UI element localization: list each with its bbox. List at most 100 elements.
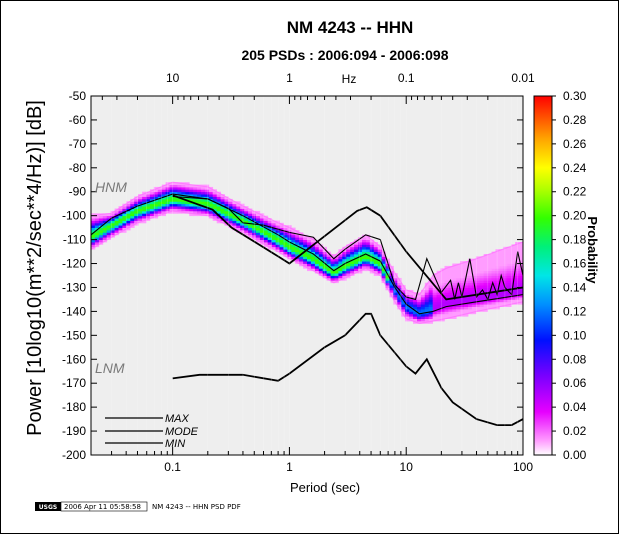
density-cell [471, 277, 477, 281]
density-cell [295, 246, 300, 250]
density-cell [346, 246, 351, 250]
density-cell [161, 186, 166, 190]
density-cell [173, 196, 178, 200]
density-cell [91, 227, 96, 231]
density-cell [468, 270, 473, 274]
density-cell [515, 246, 520, 250]
density-cell [271, 239, 276, 243]
density-cell [102, 237, 108, 240]
density-cell [126, 227, 131, 231]
density-cell [142, 213, 147, 217]
density-cell [503, 294, 508, 298]
density-cell [189, 198, 194, 202]
density-cell [499, 292, 504, 296]
density-cell [460, 261, 465, 264]
density-cell [322, 251, 327, 255]
density-cell [236, 208, 241, 212]
density-cell [432, 311, 437, 315]
density-cell [503, 299, 508, 303]
density-cell [169, 196, 174, 200]
density-cell [487, 299, 492, 303]
density-cell [240, 213, 245, 217]
density-cell [389, 292, 394, 296]
density-cell [428, 309, 433, 312]
density-cell [248, 232, 253, 236]
plot-lines [91, 181, 523, 426]
density-cell [275, 232, 280, 236]
density-cell [373, 256, 379, 260]
density-cell [519, 258, 523, 262]
density-cell [157, 210, 163, 214]
x-tick-label: 100 [513, 460, 533, 474]
density-cell [389, 270, 394, 274]
x-tick-label: 0.1 [164, 460, 181, 474]
density-cell [338, 268, 343, 272]
density-cell [417, 294, 422, 298]
density-cell [330, 265, 335, 269]
density-cell [507, 301, 512, 305]
density-cell [330, 270, 335, 274]
density-cell [393, 280, 398, 284]
density-cell [102, 222, 108, 226]
density-cell [240, 227, 245, 231]
density-cell [212, 215, 217, 219]
density-cell [460, 311, 465, 315]
density-cell [519, 292, 523, 296]
chart-title: NM 4243 -- HHN [287, 18, 414, 37]
density-cell [479, 256, 485, 260]
density-cell [204, 191, 210, 195]
density-cell [460, 263, 465, 267]
colorbar-tick-label: 0.20 [563, 209, 587, 223]
density-cell [232, 220, 237, 224]
density-cell [487, 275, 492, 279]
density-cell [232, 206, 237, 209]
density-cell [346, 270, 351, 274]
density-cell [479, 268, 485, 272]
density-cell [322, 273, 327, 276]
density-cell [216, 206, 221, 209]
density-cell [365, 244, 371, 248]
density-cell [440, 277, 445, 281]
density-cell [475, 268, 481, 272]
density-cell [479, 282, 485, 286]
density-cell [326, 263, 331, 267]
density-cell [452, 289, 457, 293]
density-cell [499, 299, 504, 303]
density-cell [479, 306, 485, 310]
density-cell [314, 258, 320, 262]
density-cell [491, 254, 496, 257]
density-cell [303, 246, 308, 250]
density-cell [252, 218, 257, 221]
density-cell [153, 210, 159, 214]
density-cell [503, 256, 508, 260]
density-cell [499, 249, 504, 252]
density-cell [373, 261, 379, 264]
density-cell [201, 208, 206, 212]
density-cell [110, 218, 115, 221]
density-cell [310, 239, 316, 243]
density-cell [424, 285, 430, 288]
density-cell [365, 246, 371, 250]
density-cell [456, 289, 461, 293]
density-cell [385, 285, 390, 288]
density-cell [346, 263, 351, 267]
density-cell [189, 206, 194, 209]
density-cell [503, 289, 508, 293]
density-cell [299, 239, 304, 243]
density-cell [255, 218, 261, 221]
density-cell [377, 256, 382, 260]
density-cell [255, 227, 261, 231]
density-cell [244, 225, 249, 228]
density-cell [358, 254, 363, 257]
density-cell [491, 301, 496, 305]
density-cell [153, 208, 159, 212]
density-cell [122, 215, 127, 219]
density-cell [511, 273, 516, 276]
density-cell [263, 220, 269, 224]
density-cell [201, 194, 206, 197]
density-cell [381, 263, 386, 267]
density-cell [165, 184, 170, 188]
density-cell [495, 275, 500, 279]
density-cell [479, 263, 485, 267]
density-cell [204, 189, 210, 193]
